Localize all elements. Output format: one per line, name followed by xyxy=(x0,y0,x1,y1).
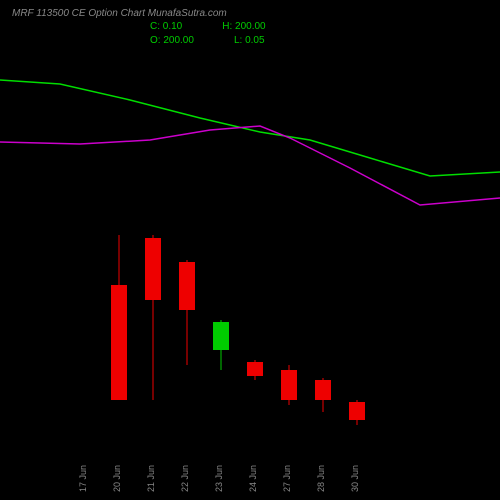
xaxis-label: 22 Jun xyxy=(180,465,190,492)
green-line xyxy=(0,80,500,176)
candle-body xyxy=(179,262,195,310)
xaxis-labels: 17 Jun 20 Jun 21 Jun 22 Jun 23 Jun 24 Jun 27 J… xyxy=(0,442,500,492)
candle-body xyxy=(281,370,297,400)
xaxis-label: 24 Jun xyxy=(248,465,258,492)
xaxis-label: 23 Jun xyxy=(214,465,224,492)
xaxis-label: 17 Jun xyxy=(78,465,88,492)
candle-body xyxy=(145,238,161,300)
candle-body xyxy=(247,362,263,376)
candle-body xyxy=(349,402,365,420)
chart-svg xyxy=(0,0,500,500)
candle-body xyxy=(315,380,331,400)
xaxis-label: 30 Jun xyxy=(350,465,360,492)
xaxis-label: 20 Jun xyxy=(112,465,122,492)
xaxis-label: 21 Jun xyxy=(146,465,156,492)
purple-line xyxy=(0,126,500,205)
candle-body xyxy=(213,322,229,350)
xaxis-label: 28 Jun xyxy=(316,465,326,492)
candle-body xyxy=(111,285,127,400)
chart-container: MRF 113500 CE Option Chart MunafaSutra.c… xyxy=(0,0,500,500)
xaxis-label: 27 Jun xyxy=(282,465,292,492)
